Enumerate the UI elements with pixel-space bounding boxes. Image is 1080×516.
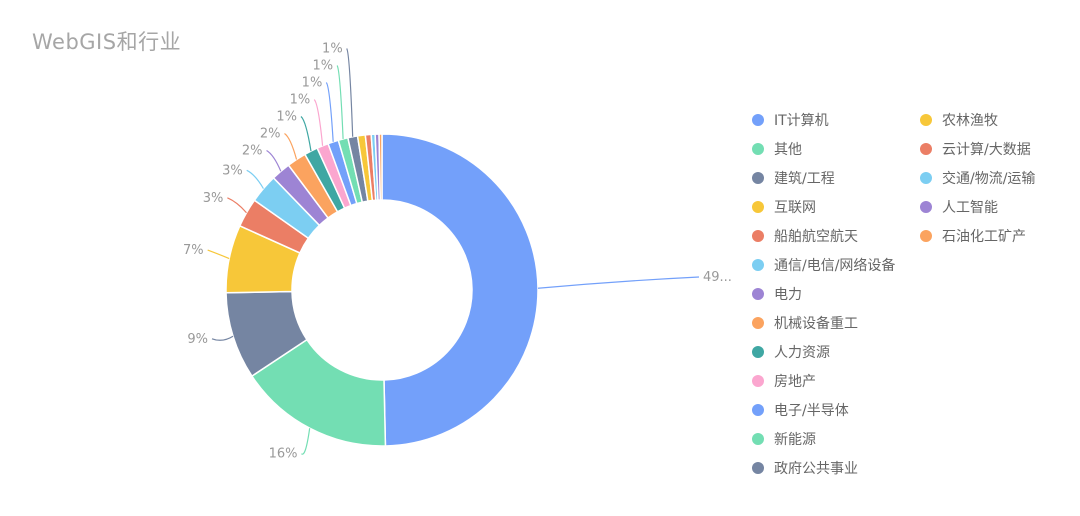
legend-label: 政府公共事业	[774, 461, 858, 477]
label-line-8	[300, 116, 312, 152]
label-line-2	[211, 335, 234, 341]
legend-label: 云计算/大数据	[942, 142, 1031, 158]
legend-dot-icon	[752, 433, 764, 445]
legend-dot-icon	[752, 317, 764, 329]
legend-item[interactable]: 新能源	[752, 429, 816, 449]
label-line-11	[336, 65, 344, 139]
legend-dot-icon	[752, 172, 764, 184]
legend-label: 建筑/工程	[774, 171, 835, 187]
legend-item[interactable]: 石油化工矿产	[920, 226, 1026, 246]
legend-label: 房地产	[774, 374, 816, 390]
legend-label: 电力	[774, 287, 802, 303]
legend-label: 互联网	[774, 200, 816, 216]
slice-17[interactable]	[378, 133, 383, 201]
legend-item[interactable]: 政府公共事业	[752, 458, 858, 478]
legend-label: 通信/电信/网络设备	[774, 258, 896, 274]
legend-label: 电子/半导体	[774, 403, 849, 419]
label-line-5	[246, 169, 264, 189]
data-label-0: 49...	[703, 270, 732, 285]
data-label-10: 1%	[302, 76, 323, 91]
data-label-4: 3%	[203, 191, 224, 206]
legend-item[interactable]: 人工智能	[920, 197, 998, 217]
legend-dot-icon	[752, 259, 764, 271]
label-line-0	[537, 276, 700, 289]
legend-label: 人力资源	[774, 345, 830, 361]
legend-dot-icon	[752, 288, 764, 300]
label-line-7	[284, 133, 298, 160]
data-label-2: 9%	[187, 332, 208, 347]
legend-dot-icon	[920, 172, 932, 184]
chart-title: WebGIS和行业	[32, 30, 182, 54]
data-label-11: 1%	[312, 59, 333, 74]
data-label-7: 2%	[260, 127, 281, 142]
legend-dot-icon	[752, 114, 764, 126]
legend-item[interactable]: 交通/物流/运输	[920, 168, 1035, 188]
label-line-12	[346, 48, 354, 137]
legend-label: 其他	[774, 142, 802, 158]
legend-label: 船舶航空航天	[774, 229, 858, 245]
legend-item[interactable]: 农林渔牧	[920, 110, 998, 130]
label-line-9	[313, 99, 324, 146]
legend-item[interactable]: 其他	[752, 139, 802, 159]
legend-item[interactable]: 通信/电信/网络设备	[752, 255, 895, 275]
label-line-10	[325, 82, 334, 142]
legend-dot-icon	[752, 346, 764, 358]
legend-dot-icon	[752, 201, 764, 213]
legend-dot-icon	[920, 114, 932, 126]
legend-label: 人工智能	[942, 200, 998, 216]
legend-label: 农林渔牧	[942, 113, 998, 129]
legend-dot-icon	[752, 462, 764, 474]
legend-label: 机械设备重工	[774, 316, 858, 332]
legend-dot-icon	[920, 230, 932, 242]
label-line-1	[301, 428, 311, 455]
label-line-4	[227, 197, 247, 214]
data-label-5: 3%	[222, 163, 243, 178]
legend-label: 石油化工矿产	[942, 229, 1026, 245]
legend-item[interactable]: 电子/半导体	[752, 400, 849, 420]
legend-dot-icon	[752, 375, 764, 387]
legend-label: IT计算机	[774, 113, 829, 129]
legend-dot-icon	[752, 143, 764, 155]
legend-dot-icon	[920, 143, 932, 155]
legend-label: 新能源	[774, 432, 816, 448]
data-label-1: 16%	[269, 447, 298, 462]
legend-dot-icon	[920, 201, 932, 213]
data-label-6: 2%	[242, 144, 263, 159]
legend-item[interactable]: 房地产	[752, 371, 816, 391]
legend-item[interactable]: 船舶航空航天	[752, 226, 858, 246]
data-label-12: 1%	[322, 42, 343, 57]
label-line-3	[207, 249, 230, 260]
legend-item[interactable]: 建筑/工程	[752, 168, 835, 188]
legend-dot-icon	[752, 230, 764, 242]
data-label-9: 1%	[290, 93, 311, 108]
legend-item[interactable]: 人力资源	[752, 342, 830, 362]
data-label-8: 1%	[276, 110, 297, 125]
legend-item[interactable]: 互联网	[752, 197, 816, 217]
legend-label: 交通/物流/运输	[942, 171, 1036, 187]
label-line-6	[266, 150, 282, 172]
data-label-3: 7%	[183, 243, 204, 258]
legend-dot-icon	[752, 404, 764, 416]
legend-item[interactable]: 机械设备重工	[752, 313, 858, 333]
legend-item[interactable]: IT计算机	[752, 110, 829, 130]
slice-0[interactable]	[381, 133, 539, 447]
legend-item[interactable]: 电力	[752, 284, 802, 304]
legend-item[interactable]: 云计算/大数据	[920, 139, 1031, 159]
